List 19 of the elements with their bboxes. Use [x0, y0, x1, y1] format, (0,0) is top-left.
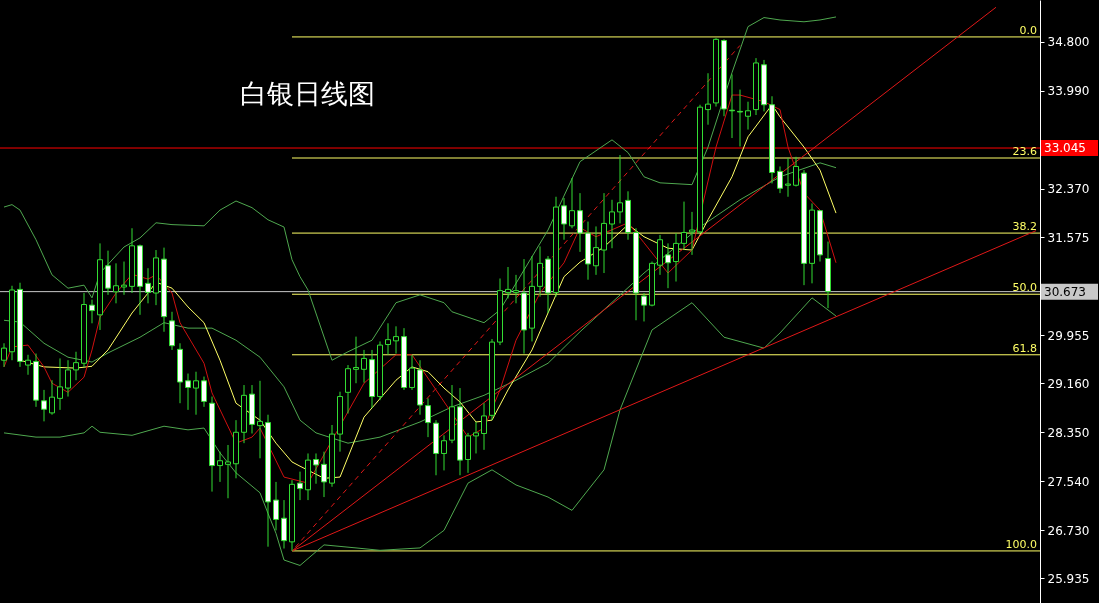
annotation: 50.0	[1012, 281, 1037, 295]
y-tick-label: 33.990	[1047, 84, 1090, 99]
text: 白银日线图	[240, 78, 375, 109]
y-tick-label: 27.540	[1047, 474, 1090, 489]
y-tick-label: 29.160	[1047, 376, 1090, 391]
y-tick-label: 26.730	[1047, 523, 1090, 538]
y-tick-label: 29.955	[1047, 328, 1090, 343]
y-tick-label: 32.370	[1047, 182, 1090, 197]
annotation: 38.2	[1012, 220, 1037, 234]
annotation: 0.0	[1019, 23, 1037, 37]
ref-line-label: 30.673	[1044, 284, 1086, 299]
ref-line-label: 33.045	[1044, 141, 1086, 156]
annotation: 61.8	[1012, 341, 1037, 355]
y-tick-label: 25.935	[1047, 571, 1090, 586]
y-tick-label: 34.800	[1047, 35, 1090, 50]
annotation: 100.0	[1005, 537, 1037, 551]
annotation: 23.6	[1012, 145, 1037, 159]
y-tick-label: 31.575	[1047, 230, 1090, 245]
y-tick-label: 28.350	[1047, 425, 1090, 440]
